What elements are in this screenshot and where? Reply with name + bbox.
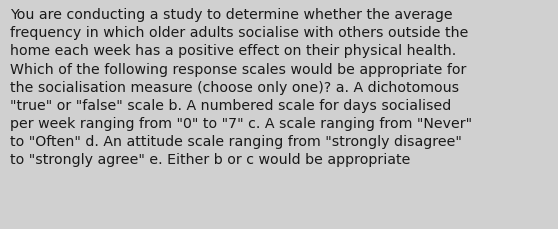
Text: You are conducting a study to determine whether the average
frequency in which o: You are conducting a study to determine …: [10, 8, 472, 167]
